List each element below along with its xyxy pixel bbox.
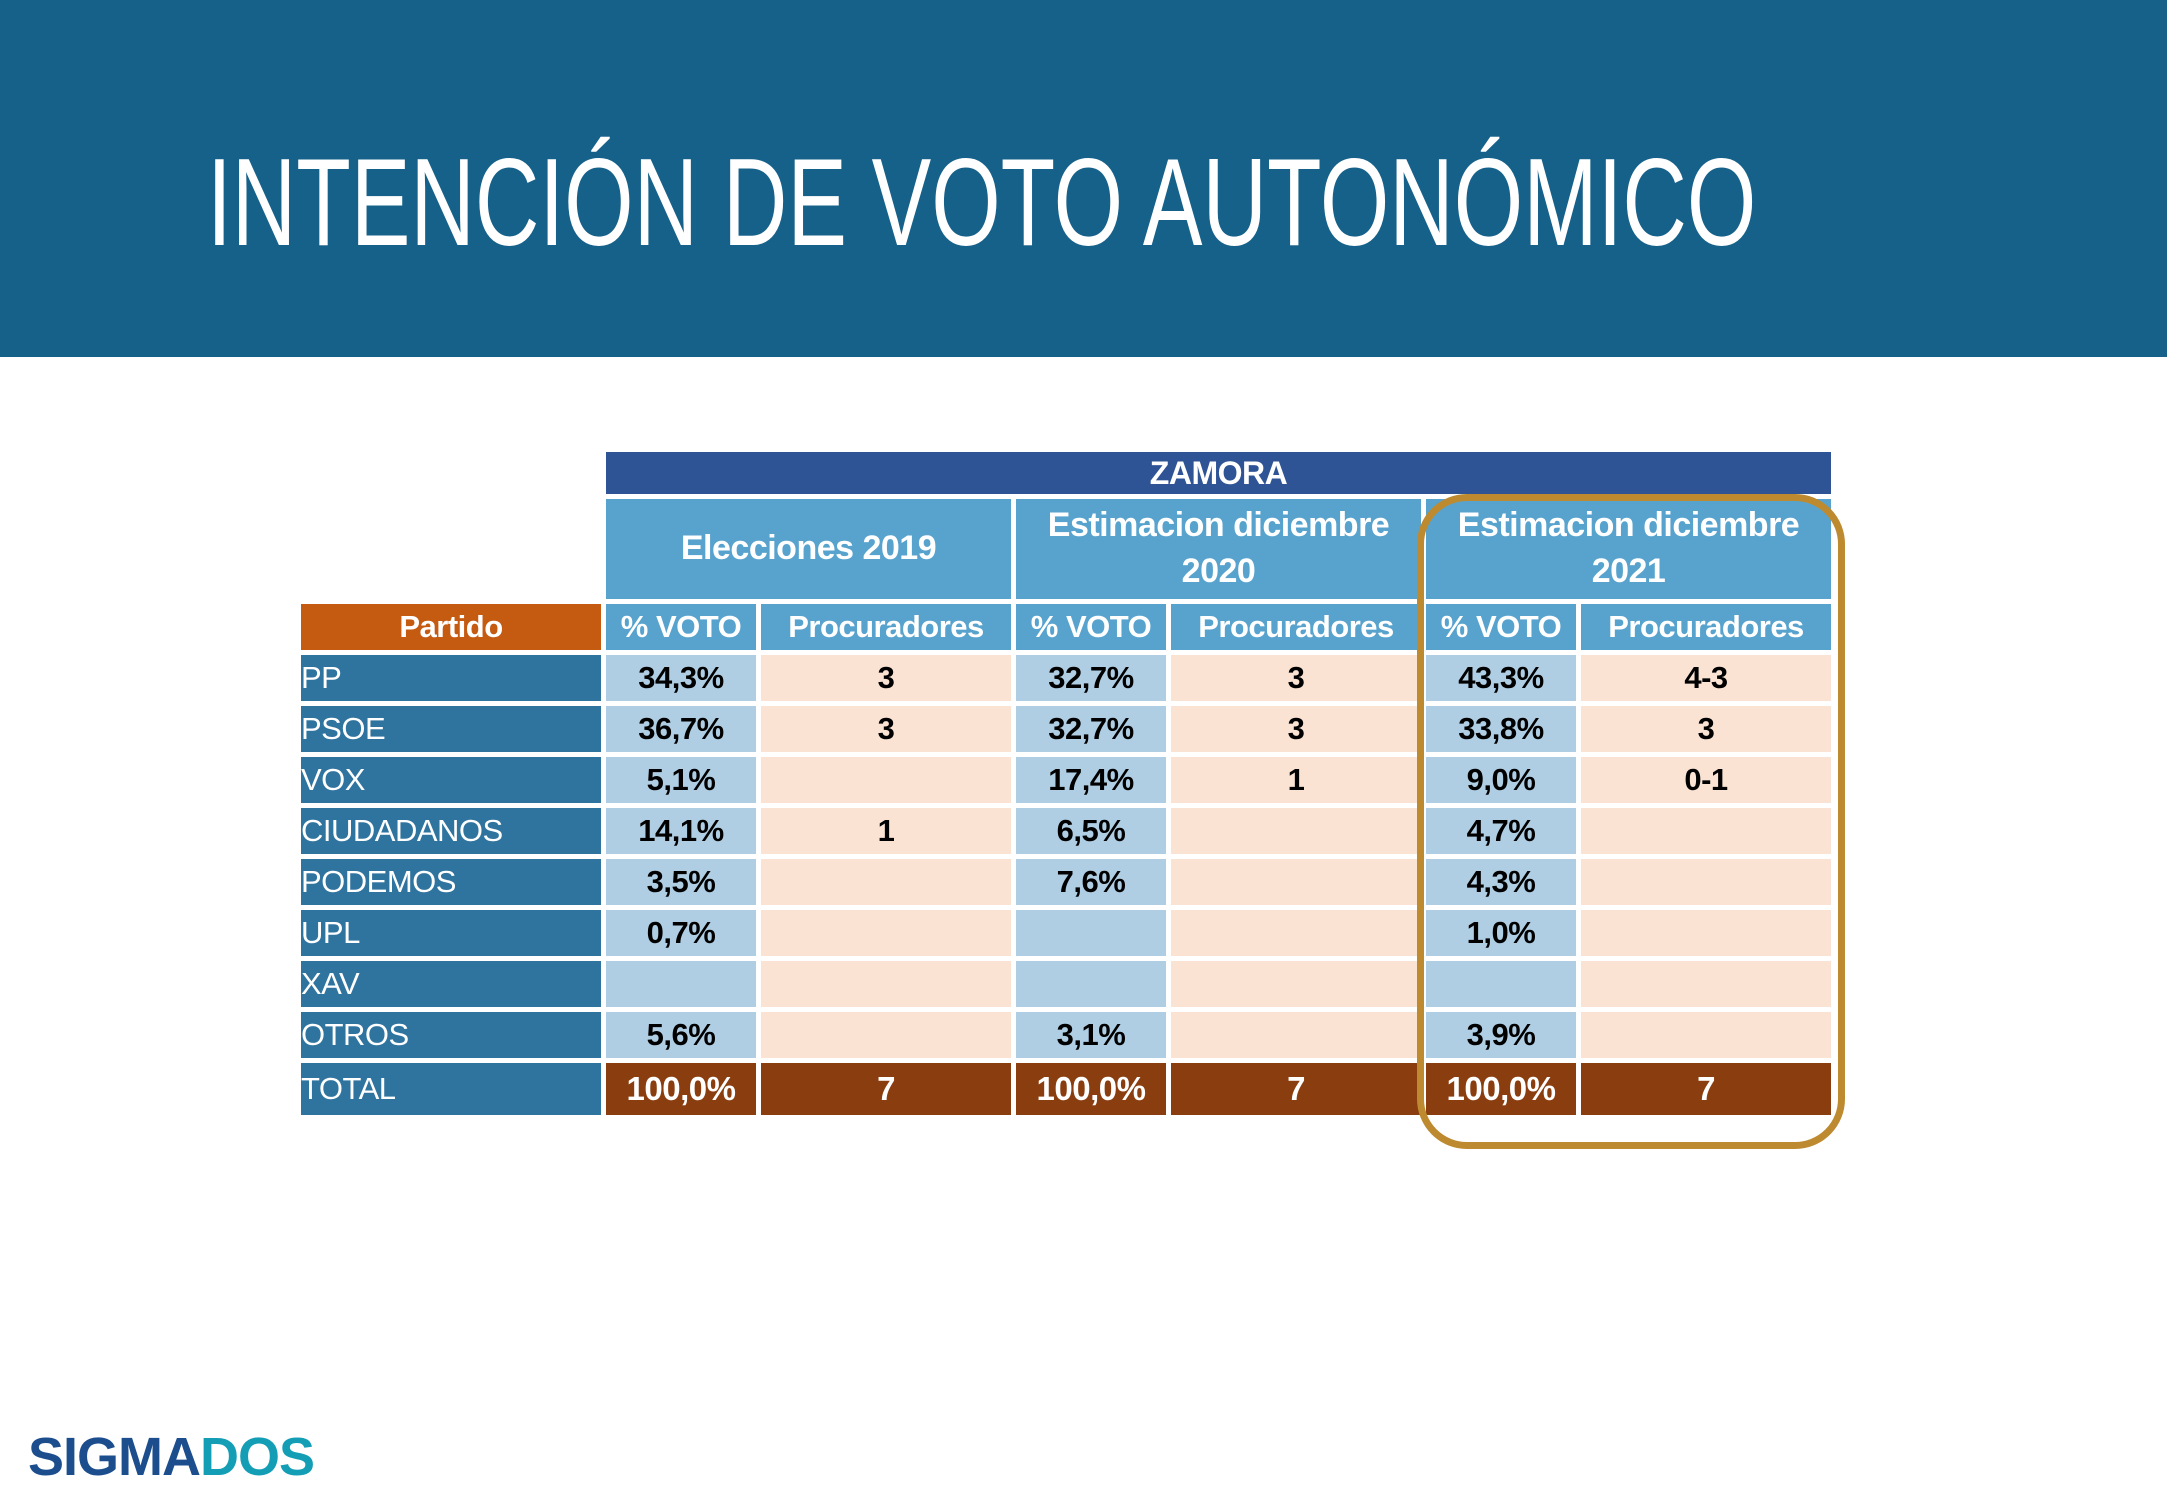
table-row-upl: UPL 0,7% 1,0% <box>301 910 1832 956</box>
proc-cell <box>761 859 1011 905</box>
group-header-estimacion-2020: Estimacion diciembre 2020 <box>1016 499 1421 599</box>
voto-cell: 3,9% <box>1426 1012 1576 1058</box>
title-band: INTENCIÓN DE VOTO AUTONÓMICO <box>0 0 2167 357</box>
subheader-procuradores-2020: Procuradores <box>1171 604 1421 650</box>
party-label: VOX <box>301 757 601 803</box>
table-row-podemos: PODEMOS 3,5% 7,6% 4,3% <box>301 859 1832 905</box>
proc-cell <box>761 1012 1011 1058</box>
proc-cell: 1 <box>1171 757 1421 803</box>
voto-cell <box>1426 961 1576 1007</box>
group-header-estimacion-2021: Estimacion diciembre 2021 <box>1426 499 1832 599</box>
proc-cell: 3 <box>1581 706 1832 752</box>
party-label: PODEMOS <box>301 859 601 905</box>
subheader-voto-2021: % VOTO <box>1426 604 1576 650</box>
proc-cell: 1 <box>761 808 1011 854</box>
proc-cell: 3 <box>1171 706 1421 752</box>
results-table-wrap: ZAMORA Elecciones 2019 Estimacion diciem… <box>296 447 1856 1149</box>
proc-cell: 3 <box>1171 655 1421 701</box>
voto-cell: 3,5% <box>606 859 756 905</box>
subheader-row: Partido % VOTO Procuradores % VOTO Procu… <box>301 604 1832 650</box>
sigmados-logo: SIGMADOS <box>28 1426 315 1488</box>
party-label: OTROS <box>301 1012 601 1058</box>
voto-cell: 36,7% <box>606 706 756 752</box>
subheader-voto-2019: % VOTO <box>606 604 756 650</box>
voto-cell <box>606 961 756 1007</box>
results-table: ZAMORA Elecciones 2019 Estimacion diciem… <box>296 447 1836 1120</box>
voto-cell: 5,1% <box>606 757 756 803</box>
table-row-vox: VOX 5,1% 17,4% 1 9,0% 0-1 <box>301 757 1832 803</box>
voto-cell: 0,7% <box>606 910 756 956</box>
proc-cell: 4-3 <box>1581 655 1832 701</box>
subheader-procuradores-2019: Procuradores <box>761 604 1011 650</box>
table-row-psoe: PSOE 36,7% 3 32,7% 3 33,8% 3 <box>301 706 1832 752</box>
voto-cell: 43,3% <box>1426 655 1576 701</box>
logo-sigma: SIGMA <box>28 1427 201 1487</box>
group-header-elecciones-2019: Elecciones 2019 <box>606 499 1011 599</box>
party-label: XAV <box>301 961 601 1007</box>
total-proc-cell: 7 <box>1581 1063 1832 1115</box>
proc-cell <box>1581 910 1832 956</box>
party-label: PSOE <box>301 706 601 752</box>
region-header-row: ZAMORA <box>301 452 1832 494</box>
voto-cell: 4,7% <box>1426 808 1576 854</box>
proc-cell <box>1171 961 1421 1007</box>
proc-cell <box>1581 961 1832 1007</box>
partido-header: Partido <box>301 604 601 650</box>
proc-cell <box>1171 808 1421 854</box>
voto-cell: 9,0% <box>1426 757 1576 803</box>
voto-cell: 32,7% <box>1016 655 1166 701</box>
proc-cell <box>1171 859 1421 905</box>
proc-cell <box>1581 859 1832 905</box>
proc-cell <box>1171 910 1421 956</box>
total-voto-cell: 100,0% <box>1426 1063 1576 1115</box>
proc-cell <box>761 910 1011 956</box>
party-label: CIUDADANOS <box>301 808 601 854</box>
proc-cell: 3 <box>761 655 1011 701</box>
total-label: TOTAL <box>301 1063 601 1115</box>
table-row-total: TOTAL 100,0% 7 100,0% 7 100,0% 7 <box>301 1063 1832 1115</box>
slide-title: INTENCIÓN DE VOTO AUTONÓMICO <box>207 134 1757 272</box>
region-header: ZAMORA <box>606 452 1832 494</box>
proc-cell <box>1581 808 1832 854</box>
proc-cell <box>761 961 1011 1007</box>
voto-cell: 34,3% <box>606 655 756 701</box>
logo-dos: DOS <box>200 1427 315 1487</box>
table-row-pp: PP 34,3% 3 32,7% 3 43,3% 4-3 <box>301 655 1832 701</box>
party-label: PP <box>301 655 601 701</box>
voto-cell: 33,8% <box>1426 706 1576 752</box>
proc-cell <box>1581 1012 1832 1058</box>
voto-cell: 5,6% <box>606 1012 756 1058</box>
total-voto-cell: 100,0% <box>1016 1063 1166 1115</box>
voto-cell <box>1016 961 1166 1007</box>
voto-cell <box>1016 910 1166 956</box>
group-header-row: Elecciones 2019 Estimacion diciembre 202… <box>301 499 1832 599</box>
voto-cell: 17,4% <box>1016 757 1166 803</box>
voto-cell: 3,1% <box>1016 1012 1166 1058</box>
voto-cell: 4,3% <box>1426 859 1576 905</box>
table-row-ciudadanos: CIUDADANOS 14,1% 1 6,5% 4,7% <box>301 808 1832 854</box>
voto-cell: 7,6% <box>1016 859 1166 905</box>
party-label: UPL <box>301 910 601 956</box>
top-left-spacer <box>301 452 601 494</box>
proc-cell <box>761 757 1011 803</box>
total-voto-cell: 100,0% <box>606 1063 756 1115</box>
subheader-voto-2020: % VOTO <box>1016 604 1166 650</box>
table-row-xav: XAV <box>301 961 1832 1007</box>
group-left-spacer <box>301 499 601 599</box>
proc-cell: 0-1 <box>1581 757 1832 803</box>
voto-cell: 32,7% <box>1016 706 1166 752</box>
voto-cell: 1,0% <box>1426 910 1576 956</box>
total-proc-cell: 7 <box>761 1063 1011 1115</box>
proc-cell <box>1171 1012 1421 1058</box>
proc-cell: 3 <box>761 706 1011 752</box>
total-proc-cell: 7 <box>1171 1063 1421 1115</box>
table-row-otros: OTROS 5,6% 3,1% 3,9% <box>301 1012 1832 1058</box>
voto-cell: 6,5% <box>1016 808 1166 854</box>
subheader-procuradores-2021: Procuradores <box>1581 604 1832 650</box>
voto-cell: 14,1% <box>606 808 756 854</box>
